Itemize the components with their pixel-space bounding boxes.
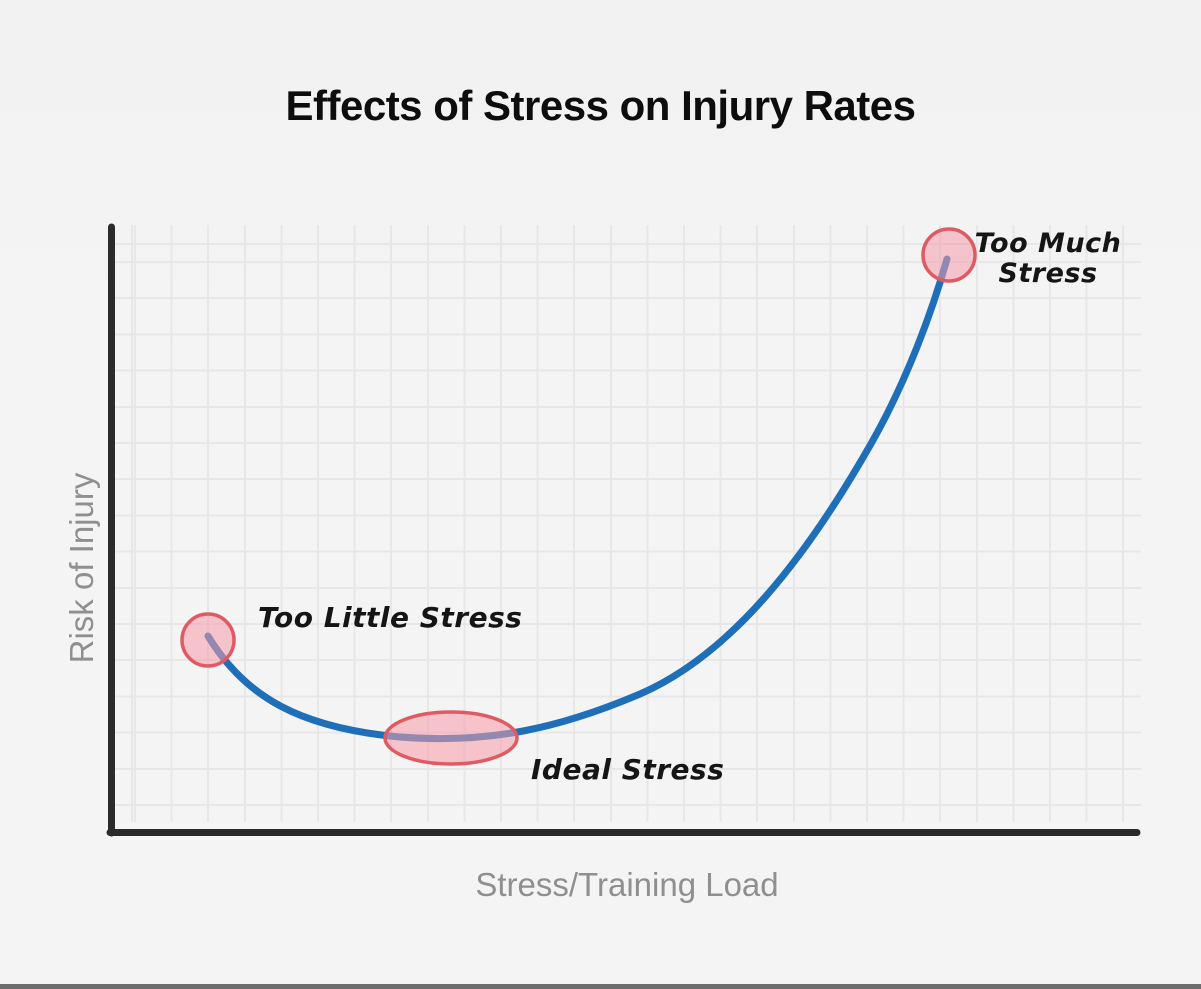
chart-title: Effects of Stress on Injury Rates [285,82,916,129]
too-much-stress-label: Too Much Stress [972,229,1124,289]
plot-gridlines [113,225,1141,822]
too-little-stress-marker [180,612,236,668]
y-axis-label: Risk of Injury [63,472,100,664]
ideal-stress-marker [383,710,519,766]
risk-curve [204,255,951,743]
ideal-stress-label: Ideal Stress [531,753,725,786]
x-axis-label: Stress/Training Load [475,866,779,903]
too-much-stress-label-line1: Too Much [974,228,1122,259]
too-much-stress-label-line2: Stress [998,258,1098,289]
bottom-edge-bar [0,984,1201,989]
too-much-stress-marker [921,227,977,283]
too-little-stress-label: Too Little Stress [258,601,523,634]
